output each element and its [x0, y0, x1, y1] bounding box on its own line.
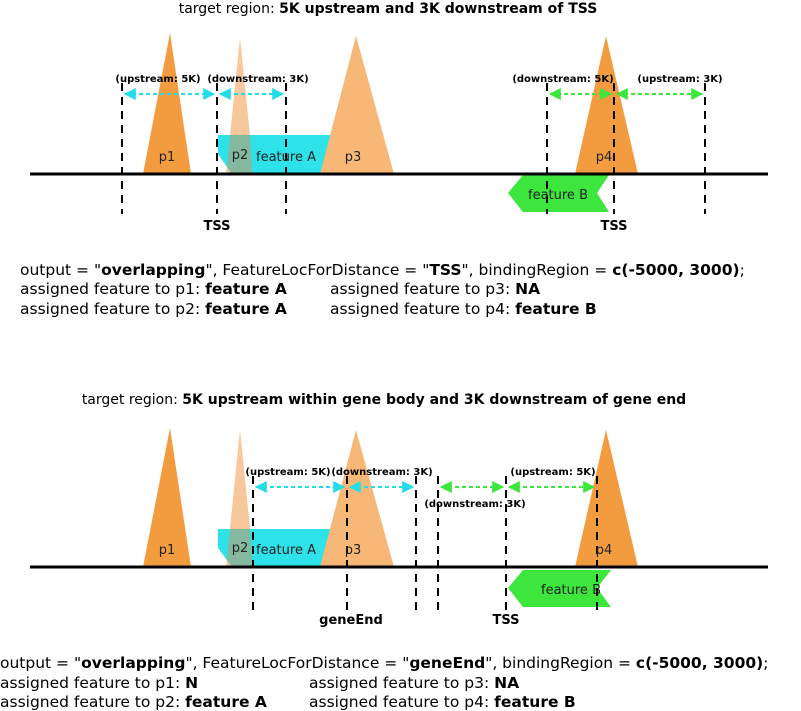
- peak-label-p1: p1: [159, 543, 176, 558]
- upstream-label-a: (upstream: 5K): [245, 467, 330, 478]
- peak-p1: [143, 33, 191, 174]
- assigned-p3: assigned feature to p3: NA: [309, 674, 519, 692]
- downstream-label-b: (downstream: 5K): [512, 74, 613, 85]
- peak-p4: [575, 36, 638, 174]
- feature-a-label: feature A: [256, 150, 316, 165]
- region-markers: [121, 83, 706, 214]
- peak-label-p3: p3: [345, 543, 362, 558]
- panel-1: target region: 5K upstream and 3K downst…: [20, 1, 768, 318]
- peak-label-p1: p1: [159, 150, 176, 165]
- feature-b-label: feature B: [528, 188, 588, 203]
- peak-p2-overlap: [227, 529, 252, 567]
- assigned-p3: assigned feature to p3: NA: [330, 280, 540, 298]
- peak-p3: [320, 430, 394, 567]
- assigned-p2: assigned feature to p2: feature A: [20, 300, 287, 318]
- downstream-label-b: (downstream: 3K): [424, 499, 525, 510]
- peak-label-p2: p2: [232, 148, 249, 163]
- peak-p3: [320, 36, 394, 174]
- peak-p1: [143, 428, 191, 567]
- output-line: output = "overlapping", FeatureLocForDis…: [20, 261, 745, 279]
- panel-2-title: target region: 5K upstream within gene b…: [82, 392, 686, 408]
- peak-p2-overlap: [227, 135, 252, 174]
- peak-label-p4: p4: [596, 150, 613, 165]
- feature-b-label: feature B: [541, 583, 601, 598]
- gene-end-label: geneEnd: [319, 613, 383, 628]
- upstream-label-a: (upstream: 5K): [115, 74, 200, 85]
- tss-label-b: TSS: [600, 219, 627, 234]
- upstream-label-b: (upstream: 5K): [510, 467, 595, 478]
- assigned-p4: assigned feature to p4: feature B: [309, 693, 576, 711]
- upstream-label-b: (upstream: 3K): [637, 74, 722, 85]
- assigned-p1: assigned feature to p1: N: [0, 674, 198, 692]
- assigned-p1: assigned feature to p1: feature A: [20, 280, 287, 298]
- feature-a-label: feature A: [256, 543, 316, 558]
- tss-label: TSS: [492, 613, 519, 628]
- tss-label-a: TSS: [203, 219, 230, 234]
- feature-b: [508, 570, 611, 607]
- panel-1-title: target region: 5K upstream and 3K downst…: [179, 1, 598, 17]
- downstream-label-a: (downstream: 3K): [207, 74, 308, 85]
- assigned-p2: assigned feature to p2: feature A: [0, 693, 267, 711]
- peak-label-p3: p3: [345, 150, 362, 165]
- panel-2: target region: 5K upstream within gene b…: [0, 392, 768, 711]
- peak-label-p2: p2: [232, 541, 249, 556]
- peak-label-p4: p4: [596, 543, 613, 558]
- assigned-p4: assigned feature to p4: feature B: [330, 300, 597, 318]
- feature-b: [508, 175, 609, 212]
- peak-p4: [575, 430, 638, 567]
- output-line: output = "overlapping", FeatureLocForDis…: [0, 654, 768, 672]
- downstream-label-a: (downstream: 3K): [331, 467, 432, 478]
